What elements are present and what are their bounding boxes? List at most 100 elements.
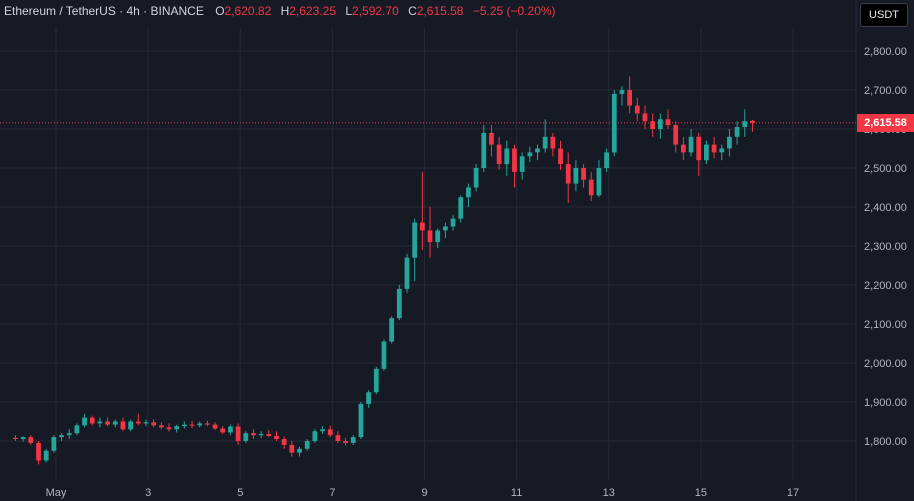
candle-body (335, 435, 341, 441)
candle-up (657, 113, 663, 139)
candle-body (358, 403, 364, 438)
candle-body (143, 422, 149, 424)
candle-body (412, 222, 418, 258)
candle-down (565, 152, 571, 204)
candle-body (719, 148, 725, 153)
candle-body (565, 164, 571, 184)
candle-body (304, 441, 310, 449)
candle-body (97, 421, 103, 424)
candle-body (527, 152, 533, 157)
candle-body (619, 90, 625, 94)
time-tick-label: 11 (511, 487, 522, 499)
candle-body (274, 435, 279, 440)
candle-up (174, 424, 180, 433)
candle-down (274, 431, 279, 441)
symbol-title[interactable]: Ethereum / TetherUS · 4h · BINANCE (4, 4, 204, 18)
time-tick-label: 5 (237, 487, 243, 499)
candle-up (573, 160, 579, 192)
candle-body (627, 90, 633, 106)
candle-body (220, 428, 226, 433)
candle-body (657, 119, 663, 129)
candle-down (289, 441, 295, 457)
candle-body (366, 392, 371, 404)
candle-down (205, 420, 210, 427)
candle-up (389, 316, 395, 344)
price-axis[interactable]: 1,800.00 1,900.00 2,000.00 2,100.00 2,200.00… (864, 46, 907, 448)
price-tick-label: 2,000.00 (864, 358, 907, 370)
candle-body (611, 93, 617, 153)
candle-down (266, 430, 272, 438)
close-label: C (408, 4, 417, 18)
candle-body (66, 433, 72, 436)
candle-up (688, 129, 694, 157)
candle-body (327, 429, 333, 436)
price-tick-label: 2,300.00 (864, 241, 907, 253)
candle-body (197, 423, 203, 426)
candle-down (680, 136, 686, 161)
candle-body (596, 168, 602, 196)
candle-body (473, 168, 479, 188)
candle-up (181, 421, 187, 429)
candle-body (688, 136, 694, 153)
candle-body (450, 218, 456, 227)
candle-body (82, 417, 87, 426)
candle-body (604, 152, 609, 168)
candle-up (542, 119, 548, 153)
candle-up (519, 152, 525, 180)
candle-down (151, 419, 157, 428)
candle-down (89, 415, 95, 426)
candle-down (634, 97, 640, 122)
candle-down (158, 422, 164, 430)
candle-up (51, 435, 57, 453)
ohlc-legend: Ethereum / TetherUS · 4h · BINANCE O2,62… (4, 4, 556, 18)
time-axis[interactable]: May 3 5 7 9 11 13 15 17 (46, 487, 800, 499)
candle-body (28, 437, 34, 443)
last-price-tag: 2,615.58 (857, 113, 914, 132)
candle-down (650, 113, 656, 137)
candle-up (112, 419, 118, 428)
candle-body (573, 168, 579, 184)
price-tick-label: 2,100.00 (864, 319, 907, 331)
candle-down (489, 125, 494, 157)
candle-down (327, 425, 333, 438)
candle-down (343, 437, 348, 446)
candle-up (128, 419, 134, 432)
candle-up (412, 218, 418, 282)
candle-body (228, 426, 233, 433)
candle-up (604, 148, 609, 172)
candle-down (36, 441, 41, 465)
candle-up (20, 436, 26, 442)
candle-up (143, 419, 149, 427)
price-tick-label: 1,900.00 (864, 397, 907, 409)
candle-body (297, 448, 302, 453)
candle-body (512, 148, 517, 172)
candle-down (220, 426, 226, 434)
candle-up (466, 183, 471, 207)
candle-up (243, 431, 249, 443)
candle-body (350, 437, 356, 443)
candle-up (619, 86, 625, 106)
price-tick-label: 2,700.00 (864, 85, 907, 97)
candle-up (704, 140, 709, 165)
candle-up (43, 448, 49, 463)
candle-body (680, 144, 686, 153)
price-tick-label: 2,800.00 (864, 46, 907, 58)
candle-body (13, 437, 18, 440)
candle-up (228, 424, 233, 436)
candle-body (419, 222, 425, 231)
open-value: 2,620.82 (224, 4, 272, 18)
candle-down (251, 429, 256, 440)
currency-button[interactable]: USDT (860, 3, 908, 27)
candle-body (36, 442, 41, 461)
candle-body (550, 136, 556, 149)
candle-body (235, 426, 241, 441)
candle-body (174, 426, 180, 430)
candle-body (466, 187, 471, 198)
candle-up (197, 421, 203, 428)
candle-body (251, 433, 256, 436)
candle-up (443, 222, 448, 239)
candle-body (105, 421, 110, 425)
candle-body (558, 148, 563, 165)
